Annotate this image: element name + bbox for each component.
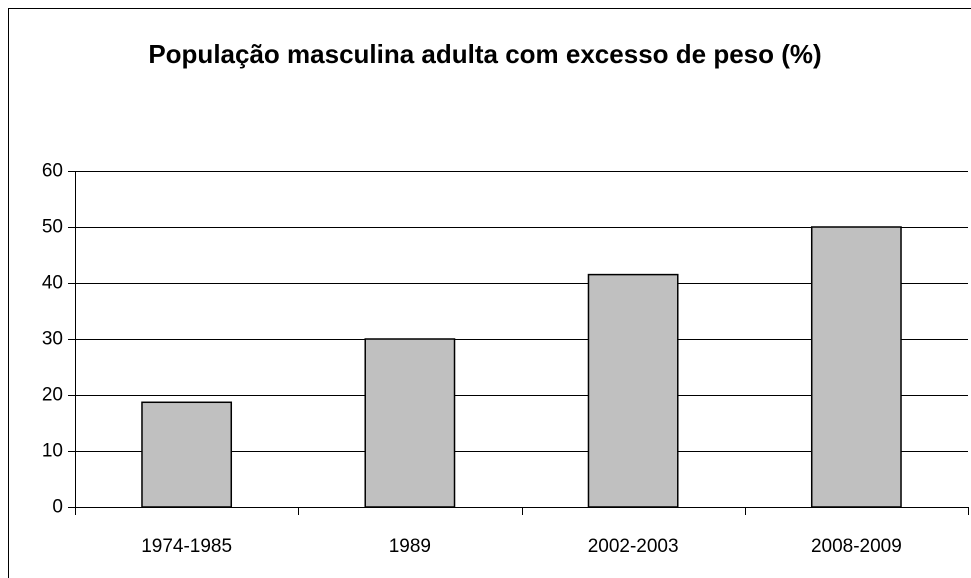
x-tick-label: 2008-2009 bbox=[811, 536, 902, 557]
y-tick-label: 30 bbox=[42, 329, 63, 350]
y-tick-label: 0 bbox=[52, 497, 63, 518]
bar bbox=[364, 338, 456, 508]
y-tick-label: 20 bbox=[42, 385, 63, 406]
x-tick-label: 1974-1985 bbox=[141, 536, 232, 557]
bar bbox=[810, 226, 902, 508]
chart-title: População masculina adulta com excesso d… bbox=[148, 39, 822, 69]
x-tick-label: 1989 bbox=[389, 536, 431, 557]
y-tick-label: 40 bbox=[42, 273, 63, 294]
y-tick-label: 60 bbox=[42, 161, 63, 182]
y-tick-label: 50 bbox=[42, 217, 63, 238]
bar bbox=[141, 401, 233, 508]
bar bbox=[587, 273, 679, 508]
y-tick-label: 10 bbox=[42, 441, 63, 462]
x-tick-label: 2002-2003 bbox=[588, 536, 679, 557]
chart-border bbox=[8, 8, 971, 578]
